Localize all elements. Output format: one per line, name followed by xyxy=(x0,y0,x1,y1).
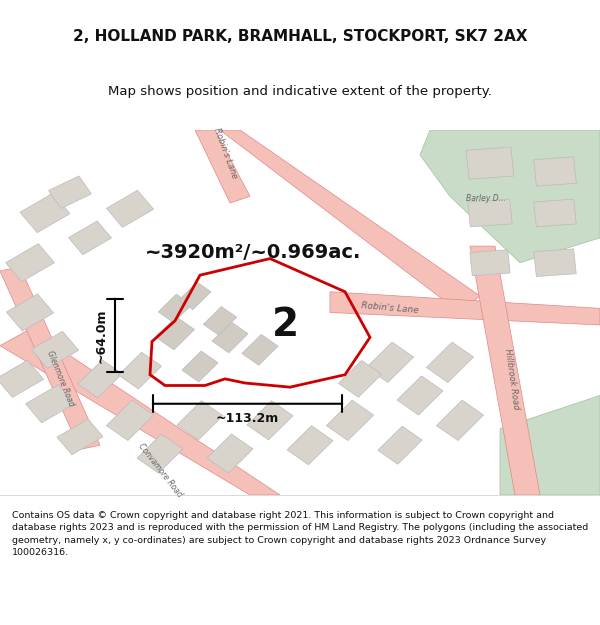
Bar xyxy=(179,282,211,309)
Text: Glenmore Road: Glenmore Road xyxy=(45,350,75,408)
Polygon shape xyxy=(330,292,600,325)
Bar xyxy=(26,385,74,423)
Bar xyxy=(68,221,112,254)
Bar xyxy=(182,351,218,382)
Polygon shape xyxy=(500,396,600,495)
Text: 2: 2 xyxy=(271,306,299,344)
Bar xyxy=(158,294,191,322)
Polygon shape xyxy=(195,130,250,203)
Polygon shape xyxy=(470,246,540,495)
Bar xyxy=(436,400,484,441)
Bar xyxy=(106,400,154,441)
Bar xyxy=(78,360,122,398)
Bar xyxy=(378,426,422,464)
Text: Barley D...: Barley D... xyxy=(466,194,506,202)
Polygon shape xyxy=(0,267,100,449)
Text: Contains OS data © Crown copyright and database right 2021. This information is : Contains OS data © Crown copyright and d… xyxy=(12,511,588,557)
Bar xyxy=(49,176,91,209)
Bar xyxy=(247,401,293,440)
Bar xyxy=(118,352,161,389)
Bar xyxy=(5,244,55,282)
Bar xyxy=(203,307,236,335)
Bar xyxy=(534,199,576,227)
Bar xyxy=(367,342,413,382)
Text: Convamore Road: Convamore Road xyxy=(136,441,184,499)
Bar xyxy=(0,360,44,398)
Text: 2, HOLLAND PARK, BRAMHALL, STOCKPORT, SK7 2AX: 2, HOLLAND PARK, BRAMHALL, STOCKPORT, SK… xyxy=(73,29,527,44)
Bar xyxy=(397,376,443,415)
Bar xyxy=(326,400,374,441)
Bar xyxy=(468,199,512,227)
Bar xyxy=(242,334,278,365)
Text: ~3920m²/~0.969ac.: ~3920m²/~0.969ac. xyxy=(145,243,361,262)
Bar xyxy=(7,294,53,331)
Bar xyxy=(466,147,514,179)
Bar xyxy=(287,426,333,465)
Text: ~113.2m: ~113.2m xyxy=(216,412,279,425)
Text: Hillbrook Road: Hillbrook Road xyxy=(503,348,521,410)
Bar xyxy=(212,322,248,352)
Bar xyxy=(470,250,510,276)
Bar xyxy=(533,157,577,186)
Text: Robin's Lane: Robin's Lane xyxy=(212,127,238,180)
Bar xyxy=(20,193,70,232)
Polygon shape xyxy=(220,130,480,312)
Bar xyxy=(207,434,253,473)
Polygon shape xyxy=(420,130,600,262)
Bar xyxy=(534,249,576,277)
Text: Robin's Lane: Robin's Lane xyxy=(361,301,419,316)
Bar xyxy=(177,401,223,440)
Text: Map shows position and indicative extent of the property.: Map shows position and indicative extent… xyxy=(108,84,492,98)
Bar xyxy=(31,331,79,368)
Bar xyxy=(338,361,382,398)
Bar xyxy=(137,434,183,473)
Bar xyxy=(57,419,103,455)
Bar xyxy=(106,190,154,228)
Bar xyxy=(155,317,194,350)
Polygon shape xyxy=(0,329,280,495)
Text: ~64.0m: ~64.0m xyxy=(95,308,107,362)
Bar xyxy=(427,342,473,382)
